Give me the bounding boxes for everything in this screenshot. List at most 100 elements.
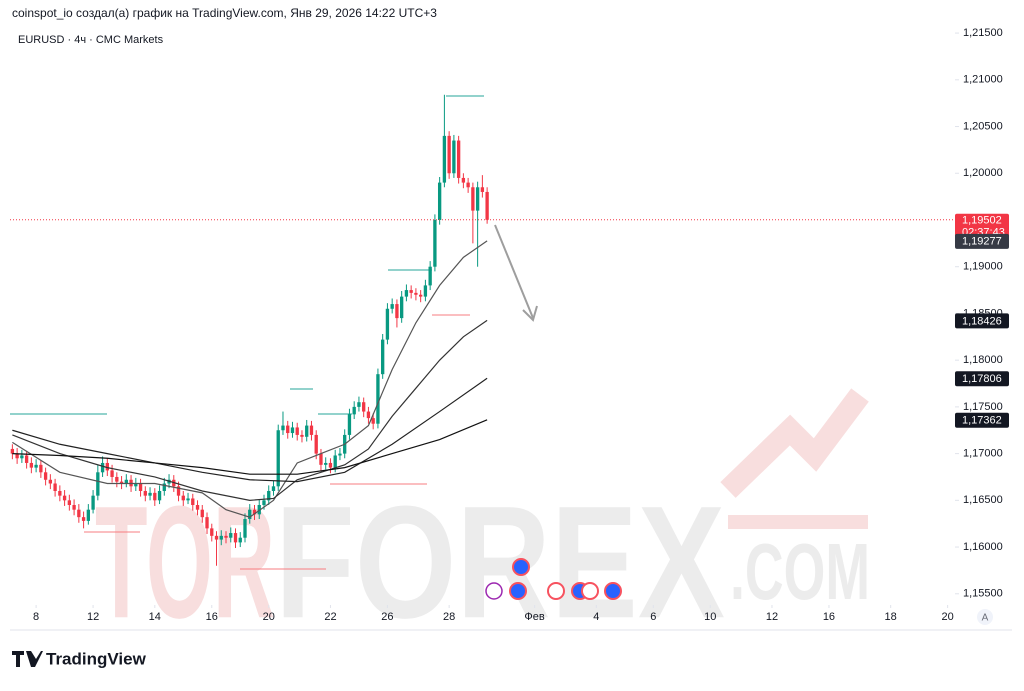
symbol-title: EURUSD · 4ч · CMC Markets — [18, 34, 164, 46]
candle-body — [34, 464, 38, 468]
price-label-box — [955, 371, 1009, 387]
auto-button-label[interactable]: A — [982, 613, 989, 624]
candle-body — [162, 483, 166, 491]
candle-body — [157, 490, 162, 501]
candle-body — [381, 339, 385, 375]
price-label-box — [955, 313, 1009, 329]
candle-body — [395, 304, 399, 319]
candle-body — [290, 427, 295, 434]
candle-body — [271, 486, 276, 491]
candle-body — [262, 500, 266, 506]
candle-body — [238, 537, 242, 543]
y-tick-label: 1,18000 — [963, 354, 1003, 366]
price-label-box — [955, 233, 1009, 249]
watermark-suffix: .COM — [730, 527, 870, 616]
watermark-main: FOREX — [275, 472, 725, 651]
event-icon[interactable] — [485, 582, 503, 600]
candle-body — [319, 453, 323, 465]
candle-body — [10, 448, 15, 454]
candle-body — [281, 425, 285, 431]
candle-body — [456, 140, 461, 178]
candle-body — [124, 479, 128, 484]
moving-average — [12, 419, 488, 475]
event-icon[interactable] — [512, 558, 530, 576]
candle-body — [461, 177, 466, 183]
tv-logo-text: TradingView — [46, 649, 147, 668]
candle-body — [371, 418, 375, 424]
y-tick-label: 1,16500 — [963, 494, 1003, 506]
candle-body — [143, 490, 147, 496]
candle-body — [214, 535, 219, 540]
candle-body — [248, 509, 252, 520]
candle-body — [376, 374, 380, 424]
x-tick-label: 4 — [593, 611, 599, 623]
candle-body — [243, 519, 247, 538]
x-tick-label: 28 — [443, 611, 455, 623]
candle-body — [86, 509, 90, 521]
candle-body — [148, 492, 152, 496]
x-tick-label: 8 — [33, 611, 39, 623]
candle-body — [20, 455, 24, 459]
candle-body — [362, 402, 366, 412]
candle-body — [229, 533, 233, 538]
candle-body — [442, 135, 447, 183]
auto-button[interactable] — [977, 609, 993, 625]
candle-body — [305, 425, 309, 437]
current-price-label: 1,19502 — [962, 215, 1002, 227]
price-label: 1,18426 — [962, 315, 1002, 327]
candle-body — [466, 182, 470, 188]
watermark-bar — [728, 515, 868, 529]
level-lines — [10, 95, 484, 570]
watermark: TOR FOREX .COM — [95, 388, 870, 651]
candle-body — [314, 434, 318, 454]
watermark-accent: TOR — [95, 472, 275, 651]
candle-body — [452, 140, 456, 174]
candle-body — [29, 462, 34, 468]
candle-body — [276, 430, 280, 487]
candle-body — [119, 481, 124, 484]
event-icon[interactable] — [581, 582, 599, 600]
candle-body — [267, 490, 271, 501]
candle-body — [366, 411, 371, 419]
candle-body — [105, 462, 109, 471]
x-tick-label: 6 — [650, 611, 656, 623]
candle-body — [43, 472, 48, 480]
candle-body — [347, 414, 352, 435]
y-tick-label: 1,20000 — [963, 167, 1003, 179]
candle-body — [328, 462, 333, 468]
watermark-arrow — [720, 388, 869, 498]
candle-body — [485, 191, 489, 220]
event-icon[interactable] — [509, 582, 527, 600]
candle-body — [400, 296, 404, 319]
x-tick-label: Фев — [524, 611, 544, 623]
event-icon[interactable] — [604, 582, 622, 600]
candle-body — [338, 453, 342, 456]
candle-body — [191, 498, 195, 506]
candle-body — [72, 505, 76, 510]
candle-body — [447, 135, 451, 174]
candle-body — [77, 509, 81, 518]
candle-body — [48, 479, 53, 484]
candle-body — [53, 483, 57, 491]
candle-body — [433, 219, 437, 267]
x-tick-label: 14 — [149, 611, 161, 623]
candle-body — [385, 308, 390, 340]
candle-body — [414, 292, 418, 295]
candle-body — [309, 425, 314, 435]
x-tick-label: 12 — [87, 611, 99, 623]
candle-body — [257, 505, 261, 515]
candle-body — [418, 294, 423, 297]
moving-average — [12, 319, 488, 501]
candle-body — [295, 427, 299, 435]
y-tick-label: 1,17000 — [963, 448, 1003, 460]
candle-body — [186, 498, 190, 501]
event-icon[interactable] — [547, 582, 565, 600]
x-tick-label: 18 — [885, 611, 897, 623]
event-icons — [485, 558, 622, 600]
candle-body — [428, 266, 432, 286]
tv-logo-icon — [12, 651, 43, 667]
candle-body — [100, 462, 105, 473]
x-tick-label: 16 — [823, 611, 835, 623]
